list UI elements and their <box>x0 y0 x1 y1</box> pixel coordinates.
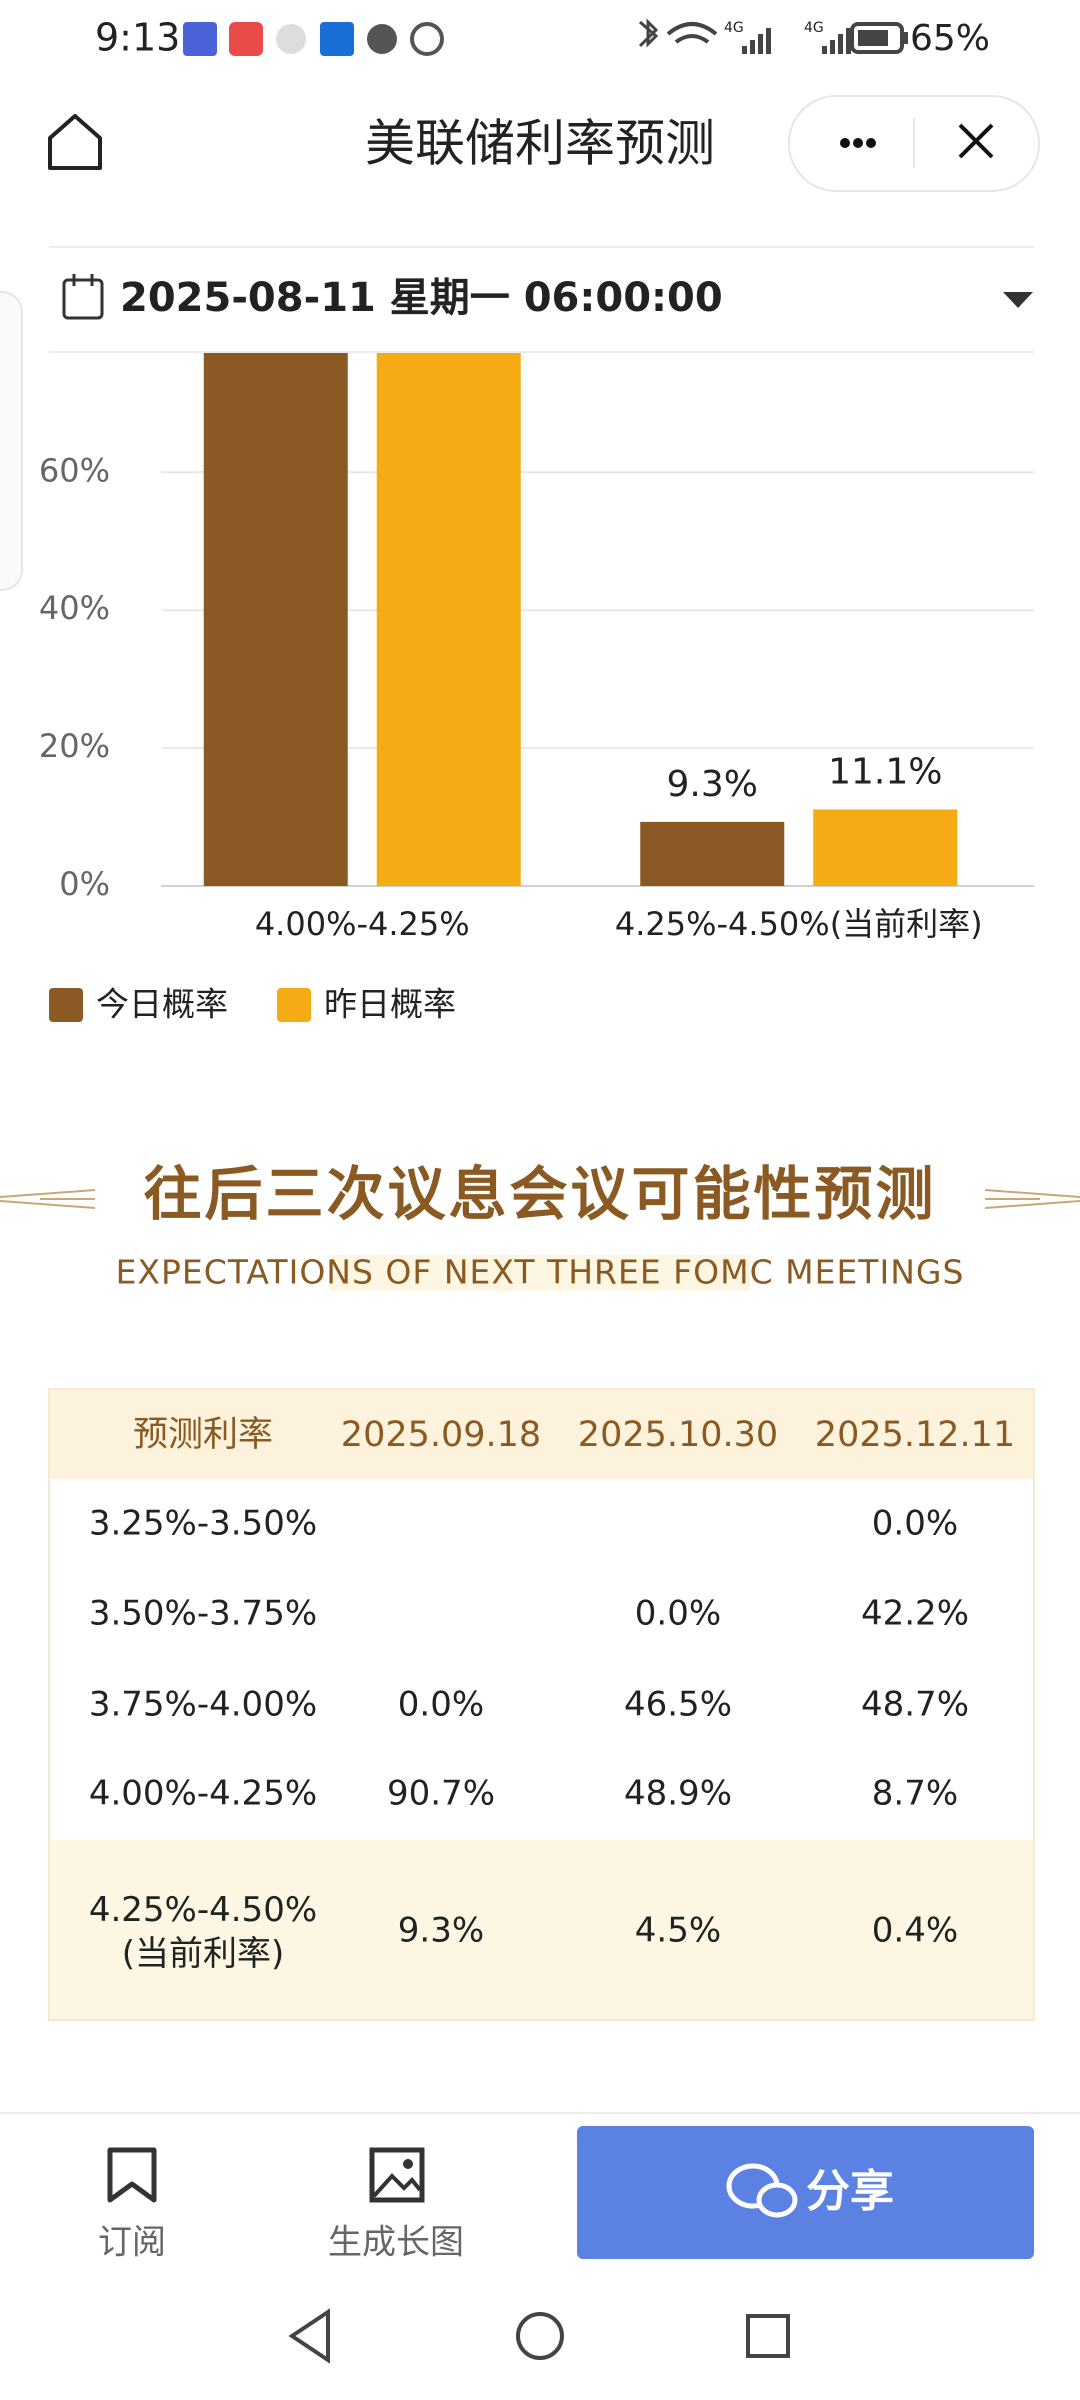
table-cell: 48.7% <box>861 1685 969 1725</box>
table-header-cell: 2025.09.18 <box>341 1415 541 1455</box>
bar <box>813 809 958 886</box>
table-cell: 0.4% <box>872 1911 958 1951</box>
table-cell: 0.0% <box>635 1594 721 1634</box>
table-cell: 46.5% <box>624 1685 732 1725</box>
network-label: 4G <box>724 20 744 36</box>
bars <box>203 353 958 886</box>
subscribe-button[interactable]: 订阅 <box>98 2147 166 2263</box>
table-cell: 90.7% <box>387 1774 495 1814</box>
data-label: 9.3% <box>667 764 758 805</box>
chart: 0% 20% 40% 60% 4.00%-4.25% 4.25%-4.50%(当前利率) 9… <box>39 353 1034 1024</box>
y-tick-label: 60% <box>39 451 110 489</box>
section-subtitle: EXPECTATIONS OF NEXT THREE FOMC MEETINGS <box>116 1253 965 1292</box>
more-button[interactable] <box>840 138 876 148</box>
section-title: 往后三次议息会议可能性预测 <box>143 1160 936 1228</box>
y-tick-label: 20% <box>39 727 110 765</box>
x-tick-label: 4.00%-4.25% <box>255 905 470 943</box>
nav-recents[interactable] <box>746 2314 790 2358</box>
legend-label: 今日概率 <box>96 985 228 1024</box>
date-selector[interactable] <box>62 274 1033 320</box>
side-panel <box>0 291 23 591</box>
bar <box>640 821 785 886</box>
table-cell: 3.50%-3.75% <box>89 1594 317 1634</box>
subscribe-label: 订阅 <box>98 2223 166 2263</box>
table-cell: 4.25%-4.50% (当前利率) <box>89 1890 317 1974</box>
table-cell: 48.9% <box>624 1774 732 1814</box>
share-button[interactable]: 分享 <box>577 2126 1034 2259</box>
data-label: 11.1% <box>828 751 942 792</box>
table-cell: 4.00%-4.25% <box>89 1774 317 1814</box>
close-button[interactable] <box>958 123 994 159</box>
legend-swatch <box>277 988 311 1022</box>
section-ornament <box>0 1189 1080 1209</box>
nav-back[interactable] <box>288 2308 330 2364</box>
network-label: 4G <box>804 20 824 36</box>
table-cell: 3.75%-4.00% <box>89 1685 317 1725</box>
table-cell: 9.3% <box>398 1911 484 1951</box>
legend-label: 昨日概率 <box>324 985 456 1024</box>
subtitle-highlight <box>330 1255 750 1291</box>
bar <box>203 353 348 886</box>
legend-swatch <box>49 988 83 1022</box>
long-image-label: 生成长图 <box>328 2223 464 2263</box>
forecast-table: 预测利率 2025.09.18 2025.10.30 2025.12.11 3.25%-… <box>48 1388 1035 2021</box>
battery-level: 65% <box>910 18 990 59</box>
nav-bar <box>288 2308 790 2364</box>
bar <box>376 353 521 886</box>
table-cell: 4.5% <box>635 1911 721 1951</box>
page-title: 美联储利率预测 <box>365 115 715 173</box>
long-image-button[interactable]: 生成长图 <box>328 2147 464 2263</box>
table-header-cell: 2025.10.30 <box>578 1415 778 1455</box>
table-cell: 8.7% <box>872 1774 958 1814</box>
table-header-bg <box>49 1389 1034 1479</box>
table-header-cell: 预测利率 <box>133 1415 273 1455</box>
status-app-icons <box>183 22 444 56</box>
status-indicators <box>638 18 908 54</box>
table-border <box>48 1388 1035 2021</box>
table-cell: 3.25%-3.50% <box>89 1504 317 1544</box>
table-current-row-bg <box>49 1840 1034 2020</box>
share-label: 分享 <box>806 2166 894 2217</box>
x-tick-label: 4.25%-4.50%(当前利率) <box>615 905 983 943</box>
table-cell: 0.0% <box>872 1504 958 1544</box>
table-cell: 0.0% <box>398 1685 484 1725</box>
status-time: 9:13 <box>95 16 180 60</box>
date-label: 2025-08-11 星期一 06:00:00 <box>120 275 723 321</box>
y-tick-label: 0% <box>59 865 110 903</box>
nav-home[interactable] <box>516 2312 564 2360</box>
table-header-cell: 2025.12.11 <box>815 1415 1015 1455</box>
y-tick-label: 40% <box>39 589 110 627</box>
home-button[interactable] <box>48 114 102 170</box>
table-cell: 42.2% <box>861 1594 969 1634</box>
